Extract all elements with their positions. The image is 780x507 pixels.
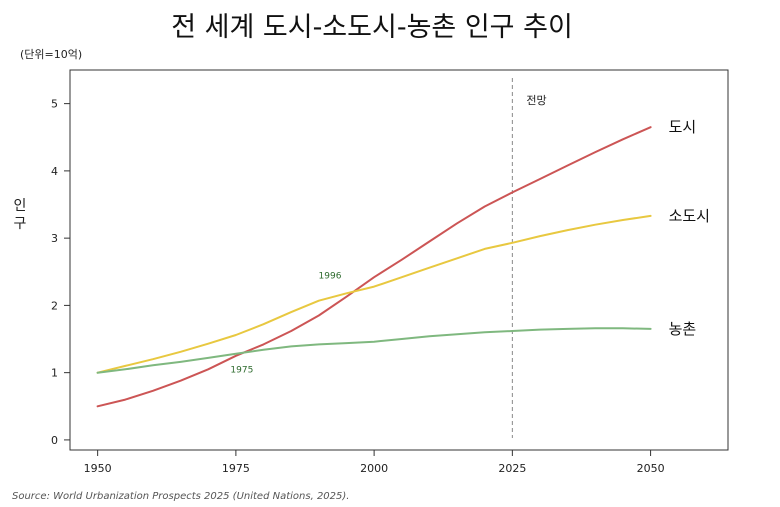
- y-tick-label: 2: [51, 299, 58, 312]
- annotation-1975: 1975: [230, 365, 253, 375]
- projection-label: 전망: [526, 94, 546, 107]
- source-note: Source: World Urbanization Prospects 202…: [12, 491, 349, 502]
- y-tick-label: 5: [51, 98, 58, 111]
- chart-title: 전 세계 도시-소도시-농촌 인구 추이: [171, 12, 573, 43]
- y-tick-label: 1: [51, 367, 58, 380]
- series-label-0: 도시: [669, 118, 697, 136]
- unit-note: (단위=10억): [20, 48, 82, 61]
- series-label-1: 소도시: [669, 207, 710, 225]
- series-line-2: [96, 327, 652, 374]
- x-tick-label: 1975: [222, 462, 250, 475]
- series-line-0: [96, 126, 652, 408]
- series-label-2: 농촌: [669, 320, 697, 338]
- y-tick-label: 3: [51, 232, 58, 245]
- y-tick-label: 0: [51, 434, 58, 447]
- x-tick-label: 2025: [498, 462, 526, 475]
- plot-frame: [69, 69, 729, 451]
- y-tick-label: 4: [51, 165, 58, 178]
- x-tick-label: 2050: [637, 462, 665, 475]
- y-axis-label-char-2: 구: [14, 216, 27, 232]
- x-tick-label: 1950: [84, 462, 112, 475]
- x-tick-label: 2000: [360, 462, 388, 475]
- annotation-1996: 1996: [319, 272, 342, 282]
- y-axis-label-char-1: 인: [14, 198, 27, 214]
- series-line-1: [96, 214, 652, 374]
